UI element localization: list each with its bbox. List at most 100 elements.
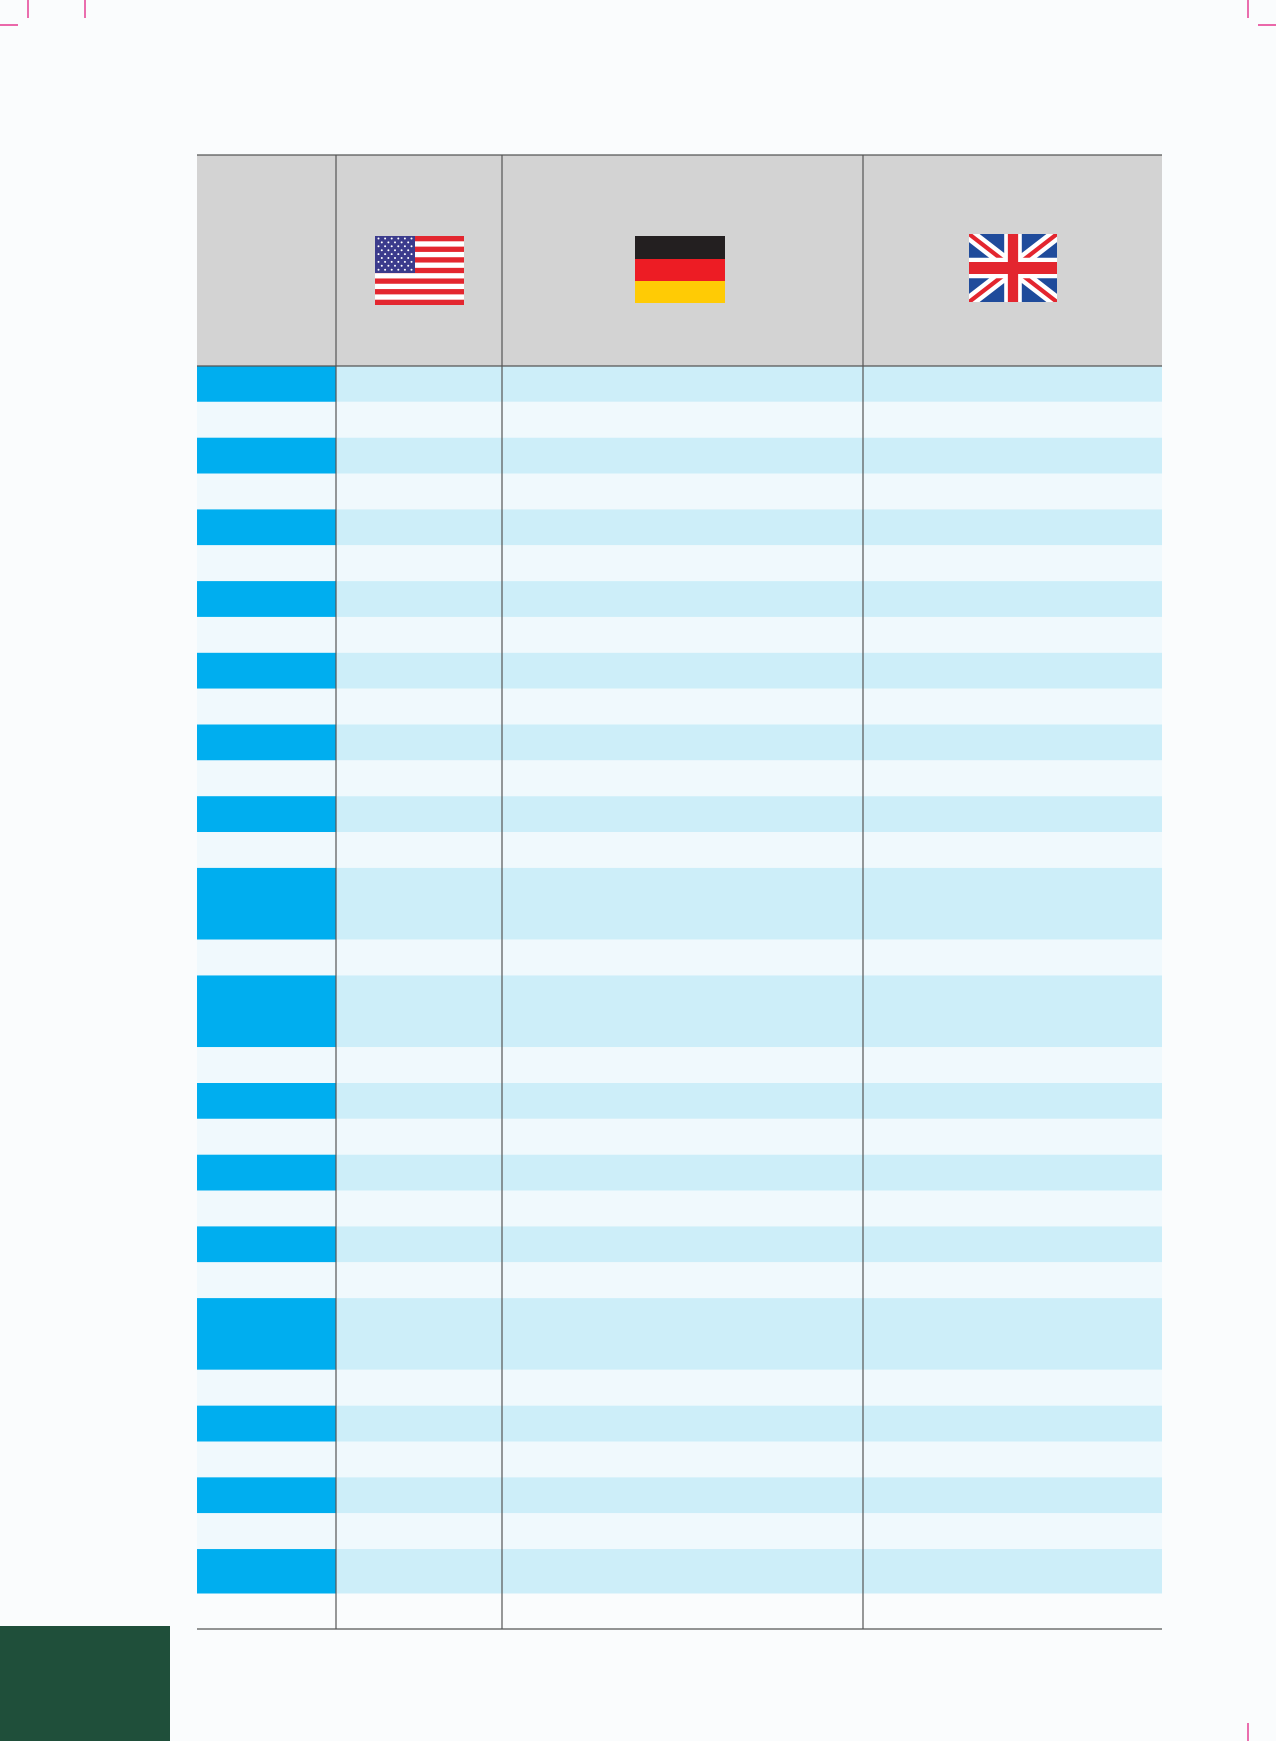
flag-stripe: [375, 257, 464, 263]
row-label-cell: [197, 1405, 336, 1442]
row-cells: [336, 796, 1162, 833]
row-cells: [336, 1369, 1162, 1406]
flag-star: [387, 241, 390, 244]
row-cells: [336, 1083, 1162, 1119]
flag-star: [397, 253, 400, 256]
row-label-cell: [197, 796, 336, 833]
row-cells: [336, 1513, 1162, 1550]
row-cells: [336, 867, 1162, 940]
row-label-cell: [197, 975, 336, 1048]
row-label-cell: [197, 1513, 336, 1550]
flag-stripe: [375, 289, 464, 295]
us-flag: [375, 236, 464, 305]
flag-star: [407, 249, 410, 252]
row-cells: [336, 760, 1162, 797]
flag-star: [410, 253, 413, 256]
row-cells: [336, 1190, 1162, 1227]
flag-stripe: [375, 278, 464, 284]
row-cells: [336, 652, 1162, 689]
flag-star: [400, 264, 403, 267]
row-label-cell: [197, 1154, 336, 1191]
flag-star: [400, 257, 403, 259]
row-label-cell: [197, 1047, 336, 1083]
german-flag: [635, 236, 725, 303]
flag-star: [384, 237, 387, 240]
row-cells: [336, 1047, 1162, 1083]
flag-star: [400, 249, 403, 252]
flag-star: [390, 268, 393, 271]
row-cells: [336, 1477, 1162, 1514]
row-label-cell: [197, 545, 336, 582]
table-body: [197, 366, 1162, 1594]
flag-star: [384, 260, 387, 263]
row-label-cell: [197, 581, 336, 617]
flag-star: [410, 237, 413, 240]
row-cells: [336, 939, 1162, 976]
row-label-cell: [197, 473, 336, 510]
flag-star: [397, 268, 400, 271]
row-cells: [336, 366, 1162, 402]
row-cells: [336, 1226, 1162, 1263]
row-cells: [336, 401, 1162, 438]
flag-star: [380, 241, 383, 244]
row-label-cell: [197, 437, 336, 474]
flag-star: [377, 245, 380, 248]
row-cells: [336, 509, 1162, 546]
flag-stripe: [375, 267, 464, 274]
row-label-cell: [197, 366, 336, 402]
row-label-cell: [197, 652, 336, 689]
flag-star: [397, 260, 400, 263]
row-label-cell: [197, 832, 336, 868]
flag-star: [390, 237, 393, 240]
row-label-cell: [197, 1226, 336, 1263]
flag-star: [397, 245, 400, 248]
flag-star: [384, 245, 387, 248]
row-cells: [336, 1441, 1162, 1478]
row-cells: [336, 1262, 1162, 1299]
row-cells: [336, 724, 1162, 761]
flag-stripe: [375, 299, 464, 305]
row-label-cell: [197, 1369, 336, 1406]
flag-star: [403, 237, 406, 240]
flag-star: [403, 253, 406, 256]
row-label-cell: [197, 509, 336, 546]
flag-star: [407, 264, 410, 267]
flag-star: [377, 237, 380, 240]
row-cells: [336, 581, 1162, 617]
row-cells: [336, 437, 1162, 474]
uk-flag: [969, 234, 1057, 302]
flag-star: [407, 241, 410, 244]
row-cells: [336, 473, 1162, 510]
row-cells: [336, 688, 1162, 725]
flag-star: [410, 245, 413, 248]
flag-star: [400, 241, 403, 244]
flag-star: [394, 264, 396, 267]
row-cells: [336, 975, 1162, 1048]
flag-star: [390, 253, 393, 256]
row-label-cell: [197, 1549, 336, 1594]
row-cells: [336, 1118, 1162, 1155]
flag-star: [403, 268, 406, 271]
row-label-cell: [197, 939, 336, 976]
flag-star: [407, 257, 410, 259]
row-label-cell: [197, 724, 336, 761]
flag-stripe: [375, 236, 464, 242]
row-label-cell: [197, 1118, 336, 1155]
flag-stripe: [375, 246, 464, 252]
row-label-cell: [197, 688, 336, 725]
flag-star: [387, 264, 390, 267]
flag-star: [390, 260, 393, 263]
flag-star: [397, 237, 400, 240]
row-label-cell: [197, 867, 336, 940]
row-cells: [336, 616, 1162, 653]
flag-star: [377, 260, 380, 263]
row-cells: [336, 1549, 1162, 1594]
row-label-cell: [197, 1083, 336, 1119]
flag-star: [384, 268, 387, 271]
flag-star: [403, 260, 406, 263]
row-cells: [336, 1298, 1162, 1370]
row-label-cell: [197, 1262, 336, 1299]
row-cells: [336, 832, 1162, 868]
